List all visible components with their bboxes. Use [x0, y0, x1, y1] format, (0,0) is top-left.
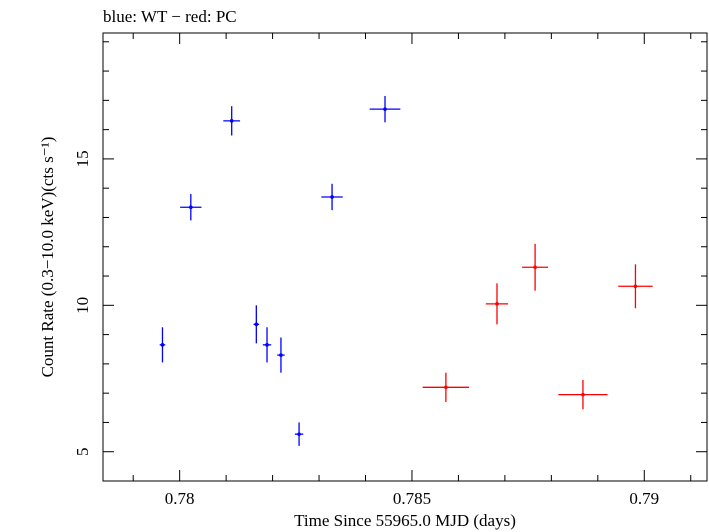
data-point-wt	[180, 194, 202, 221]
data-point-wt	[369, 95, 401, 123]
data-point-pc	[618, 264, 653, 309]
data-point-pc	[522, 243, 549, 291]
y-tick-label: 15	[73, 150, 92, 167]
x-axis-label: Time Since 55965.0 MJD (days)	[294, 511, 516, 530]
x-tick-label: 0.79	[629, 489, 659, 508]
point-marker	[444, 385, 448, 390]
point-marker	[330, 195, 334, 199]
point-marker	[160, 343, 165, 347]
axis-tick-labels: 0.78 0.785 0.79 5 10 15	[73, 150, 659, 508]
data-point-wt	[277, 337, 285, 373]
data-points-layer	[159, 95, 653, 446]
data-point-wt	[294, 422, 304, 446]
point-marker	[265, 343, 269, 347]
point-marker	[297, 432, 301, 436]
point-marker	[383, 107, 387, 111]
point-marker	[254, 322, 259, 327]
axis-ticks	[103, 33, 707, 482]
y-tick-label: 5	[73, 447, 92, 456]
point-marker	[633, 284, 638, 289]
point-marker	[533, 265, 537, 270]
plot-frame	[102, 32, 708, 482]
y-tick-label: 10	[73, 297, 92, 314]
point-marker	[495, 302, 499, 306]
data-point-wt	[321, 183, 343, 211]
point-marker	[581, 392, 585, 397]
point-marker	[189, 205, 193, 210]
chart-title: blue: WT − red: PC	[103, 7, 237, 26]
x-tick-label: 0.785	[393, 489, 431, 508]
data-point-wt	[223, 106, 241, 136]
data-point-wt	[262, 327, 272, 363]
data-point-wt	[159, 327, 166, 363]
y-axis-label: Count Rate (0.3−10.0 keV)(cts s⁻¹)	[38, 137, 57, 378]
data-point-pc	[558, 379, 608, 410]
data-point-pc	[422, 372, 470, 402]
data-point-wt	[253, 305, 260, 344]
x-tick-label: 0.78	[165, 489, 195, 508]
point-marker	[279, 353, 283, 357]
data-point-pc	[485, 283, 509, 325]
point-marker	[229, 119, 234, 123]
